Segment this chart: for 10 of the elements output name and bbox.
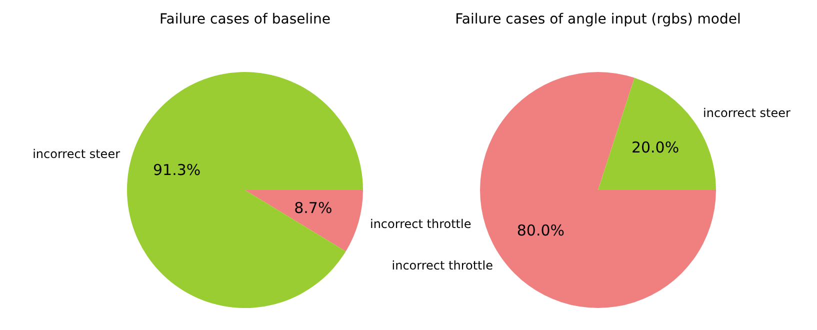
slice-label: incorrect steer <box>32 147 120 162</box>
slice-label: incorrect throttle <box>370 217 472 232</box>
chart-title: Failure cases of angle input (rgbs) model <box>455 12 741 28</box>
data-label: 91.3% <box>153 160 201 179</box>
data-label: 8.7% <box>294 199 332 217</box>
data-label: 20.0% <box>631 138 680 156</box>
slice-label: incorrect throttle <box>392 258 493 272</box>
data-label: 80.0% <box>516 222 565 240</box>
slice-label: incorrect steer <box>703 106 791 120</box>
chart-title: Failure cases of baseline <box>159 12 331 28</box>
